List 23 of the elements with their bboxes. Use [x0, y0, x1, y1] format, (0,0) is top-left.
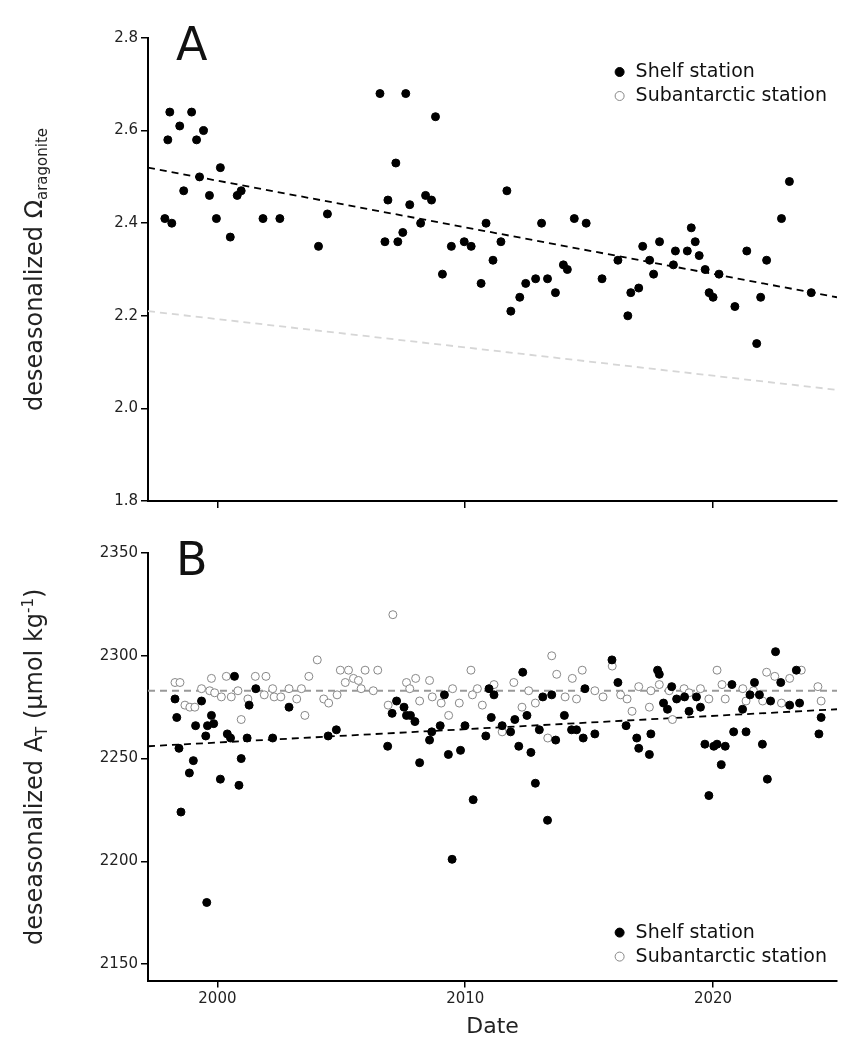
y-tick-label: 1.8 — [114, 490, 138, 509]
x-tick-label: 2000 — [198, 989, 237, 1008]
y-tick-label: 2.2 — [114, 305, 138, 324]
y-tick-label: 2.8 — [114, 27, 138, 46]
x-axis-title: Date — [466, 1012, 519, 1038]
legend-label: Subantarctic station — [635, 943, 828, 966]
y-axis-title: deseasonalized Ωaragonite — [20, 127, 52, 412]
y-tick-label: 2250 — [99, 748, 138, 767]
x-tick-label: 2020 — [693, 989, 733, 1008]
y-tick-label: 2.4 — [114, 213, 138, 232]
x-tick-label: 2010 — [446, 989, 485, 1008]
legend-label: Subantarctic station — [635, 82, 828, 105]
y-tick-label: 2200 — [99, 851, 138, 870]
y-tick-label: 2350 — [99, 542, 138, 561]
chart-title: A — [176, 17, 208, 71]
legend-label: Shelf station — [635, 58, 755, 81]
y-tick-label: 2300 — [99, 645, 138, 664]
y-tick-label: 2.0 — [114, 398, 138, 417]
legend-label: Shelf station — [635, 919, 755, 942]
y-axis-title: deseasonalized AT (µmol kg-1) — [18, 588, 52, 945]
chart-title: B — [176, 532, 208, 586]
y-tick-label: 2.6 — [114, 120, 138, 139]
y-tick-label: 2150 — [99, 954, 138, 973]
